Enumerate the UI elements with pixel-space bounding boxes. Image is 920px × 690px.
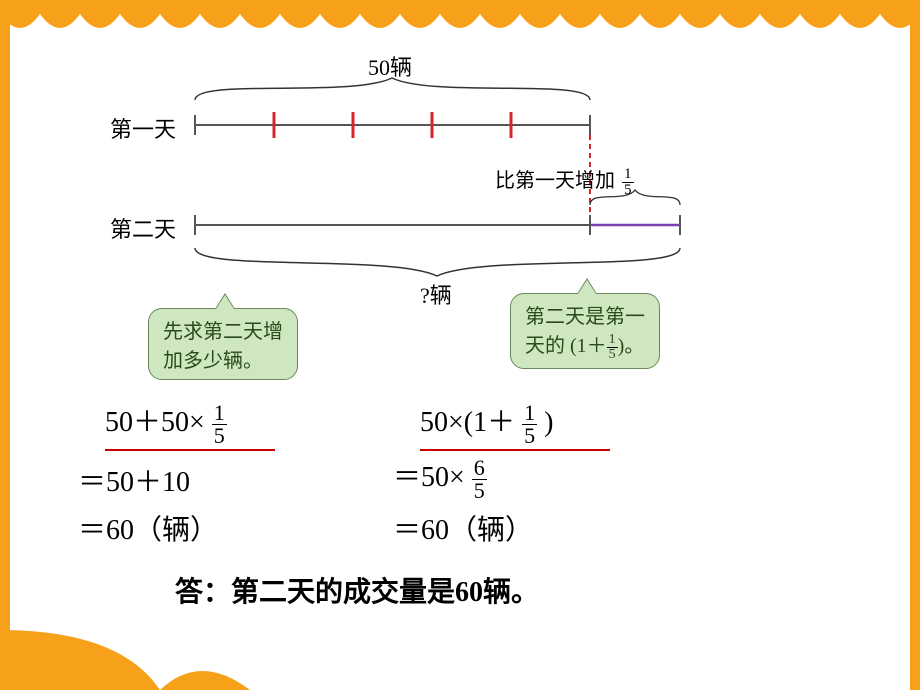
top-count-label: 50辆 xyxy=(368,50,412,82)
eq-right-line2: ＝50× 65 xyxy=(393,455,487,502)
bubble-left-line2: 加多少辆。 xyxy=(163,344,283,373)
eq-left-line3: ＝60（辆） xyxy=(78,508,218,548)
row2-label: 第二天 xyxy=(110,212,176,244)
eq-left-line2: ＝50＋10 xyxy=(78,460,190,500)
eq-right-underline xyxy=(420,438,610,456)
eq-right-line3: ＝60（辆） xyxy=(393,508,533,548)
bubble-right-line2: 天的 (1＋15)。 xyxy=(525,329,645,362)
tape-diagram xyxy=(0,0,920,300)
row1-label: 第一天 xyxy=(110,112,176,144)
answer-line: 答：第二天的成交量是60辆。 xyxy=(175,570,539,610)
eq-left-underline xyxy=(105,438,275,456)
bubble-right: 第二天是第一 天的 (1＋15)。 xyxy=(510,293,660,369)
bubble-left-line1: 先求第二天增 xyxy=(163,315,283,344)
bubble-right-line1: 第二天是第一 xyxy=(525,300,645,329)
question-label: ?辆 xyxy=(420,278,452,310)
increase-label: 比第一天增加 15 xyxy=(495,164,634,198)
bubble-left: 先求第二天增 加多少辆。 xyxy=(148,308,298,380)
